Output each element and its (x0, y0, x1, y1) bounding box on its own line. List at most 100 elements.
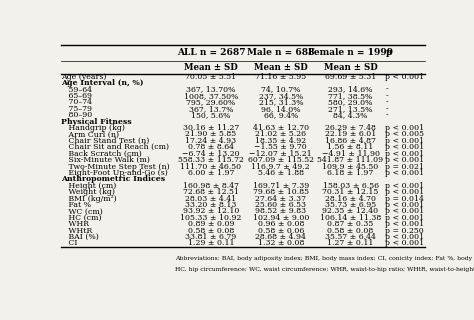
Text: 21.02 ± 5.26: 21.02 ± 5.26 (255, 131, 306, 139)
Text: Arm Curl (n): Arm Curl (n) (61, 131, 119, 139)
Text: WC (cm): WC (cm) (61, 207, 103, 215)
Text: 66, 9.4%: 66, 9.4% (264, 111, 298, 119)
Text: Back Scratch (cm): Back Scratch (cm) (61, 150, 142, 158)
Text: 215, 31.3%: 215, 31.3% (258, 99, 303, 107)
Text: Weight (kg): Weight (kg) (61, 188, 115, 196)
Text: 109.9 ± 45.50: 109.9 ± 45.50 (322, 163, 379, 171)
Text: Female n = 1999: Female n = 1999 (308, 48, 393, 57)
Text: 150, 5.6%: 150, 5.6% (191, 111, 231, 119)
Text: Physical Fitness: Physical Fitness (61, 118, 132, 126)
Text: -: - (385, 105, 388, 113)
Text: Handgrip (kg): Handgrip (kg) (61, 124, 125, 132)
Text: 111.70 ± 46.50: 111.70 ± 46.50 (181, 163, 242, 171)
Text: p < 0.005: p < 0.005 (385, 131, 424, 139)
Text: p < 0.001: p < 0.001 (385, 201, 425, 209)
Text: 367, 13.7%: 367, 13.7% (189, 105, 233, 113)
Text: 84, 4.3%: 84, 4.3% (333, 111, 368, 119)
Text: Male n = 688: Male n = 688 (247, 48, 315, 57)
Text: p = 0.021: p = 0.021 (385, 163, 424, 171)
Text: WHR: WHR (61, 220, 89, 228)
Text: p < 0.001: p < 0.001 (385, 220, 425, 228)
Text: -: - (385, 86, 388, 94)
Text: 6.18 ± 1.97: 6.18 ± 1.97 (328, 169, 374, 177)
Text: 116.9.7 ± 49.2: 116.9.7 ± 49.2 (251, 163, 310, 171)
Text: 70.05 ± 5.51: 70.05 ± 5.51 (185, 73, 237, 81)
Text: Fat %: Fat % (61, 201, 91, 209)
Text: Chair Sit and Reach (cm): Chair Sit and Reach (cm) (61, 143, 169, 151)
Text: 16.86 ± 4.87: 16.86 ± 4.87 (325, 137, 376, 145)
Text: p < 0.001: p < 0.001 (385, 188, 425, 196)
Text: 92.35 ± 12.40: 92.35 ± 12.40 (322, 207, 379, 215)
Text: 0.58 ± 0.06: 0.58 ± 0.06 (258, 227, 304, 235)
Text: 26.29 ± 7.48: 26.29 ± 7.48 (325, 124, 376, 132)
Text: p < 0.001: p < 0.001 (385, 137, 425, 145)
Text: p < 0.001: p < 0.001 (385, 73, 425, 81)
Text: 70–74: 70–74 (61, 99, 92, 107)
Text: 293, 14.6%: 293, 14.6% (328, 86, 373, 94)
Text: 271, 13.5%: 271, 13.5% (328, 105, 373, 113)
Text: 21.90 ± 5.85: 21.90 ± 5.85 (185, 131, 237, 139)
Text: 0.89 ± 0.09: 0.89 ± 0.09 (188, 220, 234, 228)
Text: 237, 34.5%: 237, 34.5% (259, 92, 303, 100)
Text: 79.68 ± 10.85: 79.68 ± 10.85 (253, 188, 309, 196)
Text: 106.14 ± 11.38: 106.14 ± 11.38 (320, 214, 381, 222)
Text: 27.64 ± 3.37: 27.64 ± 3.37 (255, 195, 306, 203)
Text: 541.87 ± 111.09: 541.87 ± 111.09 (318, 156, 383, 164)
Text: 65–69: 65–69 (61, 92, 92, 100)
Text: −1.55 ± 9.70: −1.55 ± 9.70 (255, 143, 307, 151)
Text: 771, 38.5%: 771, 38.5% (328, 92, 373, 100)
Text: 41.63 ± 12.70: 41.63 ± 12.70 (253, 124, 309, 132)
Text: 72.68 ± 12.51: 72.68 ± 12.51 (183, 188, 239, 196)
Text: 98.52 ± 9.83: 98.52 ± 9.83 (255, 207, 306, 215)
Text: 1.27 ± 0.11: 1.27 ± 0.11 (328, 239, 374, 247)
Text: 0.78 ± 8.64: 0.78 ± 8.64 (188, 143, 234, 151)
Text: 0.96 ± 0.08: 0.96 ± 0.08 (257, 220, 304, 228)
Text: 25.60 ± 6.53: 25.60 ± 6.53 (255, 201, 306, 209)
Text: p < 0.001: p < 0.001 (385, 233, 425, 241)
Text: Eight-Foot Up-and-Go (s): Eight-Foot Up-and-Go (s) (61, 169, 168, 177)
Text: 93.92 ± 12.10: 93.92 ± 12.10 (183, 207, 239, 215)
Text: −12.07 ± 15.21: −12.07 ± 15.21 (249, 150, 312, 158)
Text: Height (cm): Height (cm) (61, 182, 116, 190)
Text: 28.16 ± 4.70: 28.16 ± 4.70 (325, 195, 376, 203)
Text: -: - (385, 99, 388, 107)
Text: 80–90: 80–90 (61, 111, 92, 119)
Text: p < 0.001: p < 0.001 (385, 124, 425, 132)
Text: 35.57 ± 6.44: 35.57 ± 6.44 (325, 233, 376, 241)
Text: p < 0.001: p < 0.001 (385, 214, 425, 222)
Text: 33.20 ± 8.13: 33.20 ± 8.13 (185, 201, 237, 209)
Text: 1.56 ± 8.11: 1.56 ± 8.11 (328, 143, 374, 151)
Text: Mean ± SD: Mean ± SD (324, 63, 377, 72)
Text: 28.68 ± 4.94: 28.68 ± 4.94 (255, 233, 306, 241)
Text: WHtR: WHtR (61, 227, 92, 235)
Text: BAI (%): BAI (%) (61, 233, 99, 241)
Text: 1.32 ± 0.08: 1.32 ± 0.08 (257, 239, 304, 247)
Text: 795, 29.60%: 795, 29.60% (186, 99, 236, 107)
Text: p = 0.014: p = 0.014 (385, 195, 424, 203)
Text: Mean ± SD: Mean ± SD (184, 63, 238, 72)
Text: 59–64: 59–64 (61, 86, 92, 94)
Text: 169.71 ± 7.39: 169.71 ± 7.39 (253, 182, 309, 190)
Text: -: - (385, 92, 388, 100)
Text: 105.33 ± 10.92: 105.33 ± 10.92 (180, 214, 242, 222)
Text: Mean ± SD: Mean ± SD (254, 63, 308, 72)
Text: 607.09 ± 115.52: 607.09 ± 115.52 (248, 156, 314, 164)
Text: p < 0.001: p < 0.001 (385, 143, 425, 151)
Text: 17.24 ± 4.93: 17.24 ± 4.93 (185, 137, 237, 145)
Text: 96, 14.0%: 96, 14.0% (261, 105, 301, 113)
Text: 0.58 ± 0.08: 0.58 ± 0.08 (328, 227, 374, 235)
Text: 558.33 ± 115.72: 558.33 ± 115.72 (178, 156, 244, 164)
Text: Age (years): Age (years) (61, 73, 107, 81)
Text: 75–79: 75–79 (61, 105, 92, 113)
Text: p < 0.001: p < 0.001 (385, 169, 425, 177)
Text: 158.03 ± 6.56: 158.03 ± 6.56 (323, 182, 379, 190)
Text: Anthropometric Indices: Anthropometric Indices (61, 175, 165, 183)
Text: 71.16 ± 5.95: 71.16 ± 5.95 (255, 73, 306, 81)
Text: p: p (385, 48, 392, 57)
Text: Abbreviations: BAI, body adiposity index; BMI, body mass index; CI, conicity ind: Abbreviations: BAI, body adiposity index… (175, 256, 474, 261)
Text: Two-Minute Step Test (n): Two-Minute Step Test (n) (61, 163, 170, 171)
Text: -: - (385, 111, 388, 119)
Text: p < 0.001: p < 0.001 (385, 182, 425, 190)
Text: Chair Stand Test (n): Chair Stand Test (n) (61, 137, 149, 145)
Text: Age Interval (n, %): Age Interval (n, %) (61, 79, 144, 87)
